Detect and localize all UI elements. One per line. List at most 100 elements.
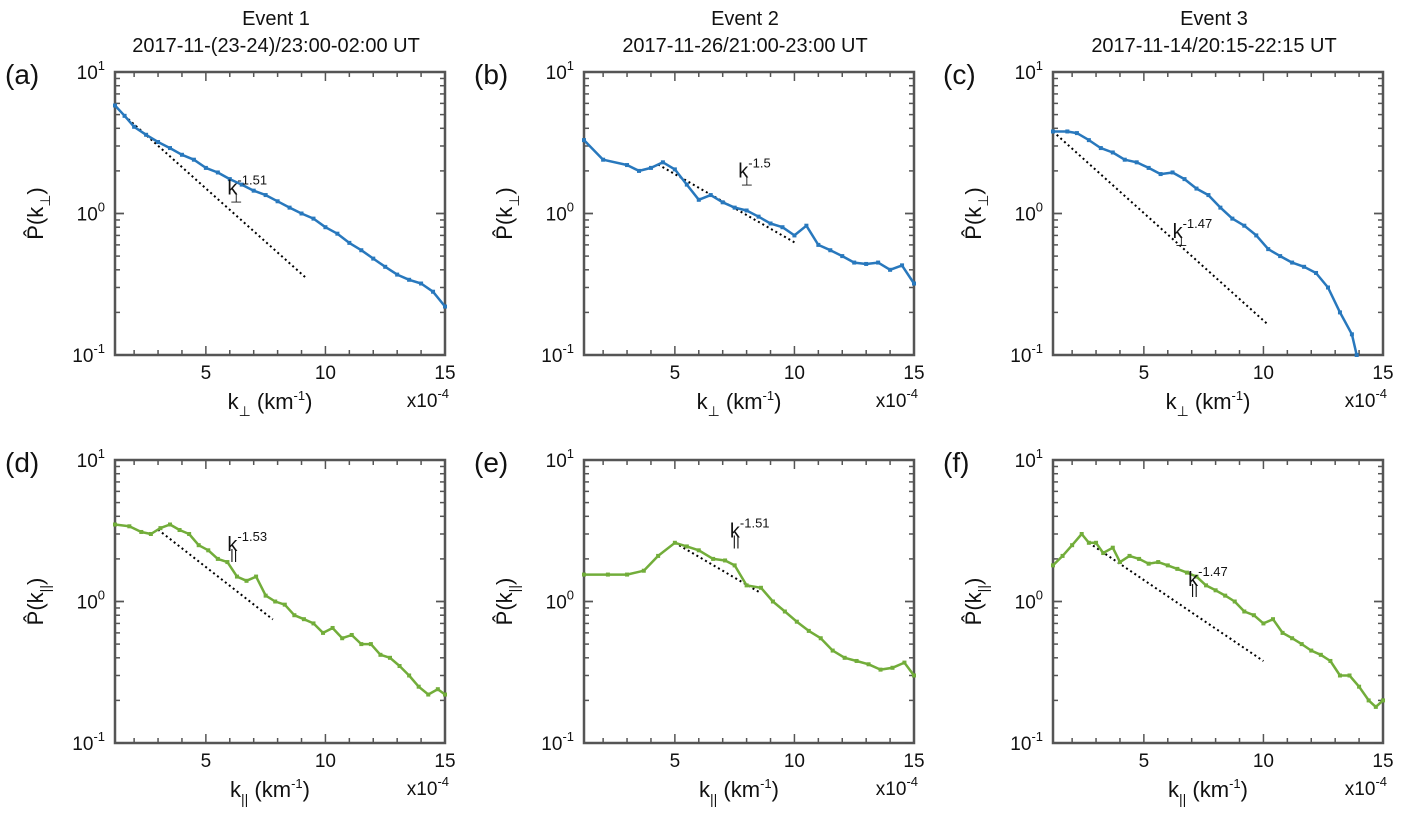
data-point — [864, 261, 869, 266]
data-point — [113, 522, 117, 527]
data-point — [770, 599, 775, 604]
data-point — [1146, 165, 1151, 170]
data-point — [878, 667, 883, 672]
data-point — [1165, 563, 1170, 568]
data-point — [711, 556, 716, 561]
data-point — [1086, 138, 1091, 143]
data-point — [794, 619, 799, 624]
slope-annotation: k-1.51 || — [730, 515, 770, 548]
data-point — [900, 263, 905, 268]
chart-panel: 5 10 15 10-1 100 101 x10-4 k|| (km-1) P̂(k||) (f)… — [943, 446, 1394, 807]
data-point — [443, 304, 447, 309]
data-point — [1349, 332, 1354, 337]
data-point — [144, 132, 149, 137]
x-axis-label: k|| (km-1) — [230, 776, 310, 807]
data-point — [890, 665, 895, 670]
data-point — [744, 208, 749, 213]
data-point — [254, 574, 259, 579]
data-point — [244, 578, 249, 583]
data-point — [601, 157, 606, 162]
data-point — [1309, 648, 1314, 653]
data-point — [1290, 260, 1295, 265]
slope-annotation: k-1.47 ⊥ — [1173, 216, 1213, 249]
y-tick-label: 101 — [77, 58, 105, 84]
data-point — [1381, 698, 1385, 703]
data-point — [720, 200, 725, 205]
data-point — [388, 655, 392, 660]
slope-annotation: k-1.51 ⊥ — [227, 173, 267, 206]
data-point — [625, 572, 630, 577]
data-point — [912, 281, 916, 286]
data-point — [672, 167, 677, 172]
x-tick-label: 10 — [784, 363, 805, 384]
slope-annotation: k-1.5 ⊥ — [738, 155, 770, 188]
data-point — [191, 157, 196, 162]
data-point — [1146, 561, 1151, 566]
data-point — [122, 113, 127, 118]
x-tick-label: 5 — [670, 363, 681, 384]
data-point — [768, 221, 773, 226]
panel-label: (b) — [474, 59, 508, 90]
slope-annotation: k-1.47 || — [1188, 564, 1228, 597]
data-point — [816, 242, 821, 247]
data-point — [225, 560, 230, 565]
data-point — [416, 684, 421, 689]
axes-box — [582, 458, 916, 745]
x-tick-label: 10 — [315, 363, 336, 384]
data-point — [187, 531, 192, 536]
data-point — [196, 543, 201, 548]
data-point — [1051, 563, 1055, 568]
data-point — [732, 563, 737, 568]
data-point — [349, 632, 354, 637]
event-titles: Event 1 2017-11-(23-24)/23:00-02:00 UT E… — [132, 8, 1336, 57]
power-law-fit-line — [123, 115, 307, 279]
data-point — [1175, 566, 1180, 571]
x-multiplier-label: x10-4 — [876, 774, 918, 800]
axes-box — [582, 70, 916, 357]
data-point — [426, 692, 431, 697]
data-point — [1302, 264, 1307, 269]
data-point — [1098, 146, 1103, 151]
data-point — [139, 529, 144, 534]
event-3-title: Event 3 — [1180, 8, 1248, 30]
data-point — [359, 642, 364, 647]
data-point — [1373, 704, 1378, 709]
data-point — [299, 211, 304, 216]
panel-label: (a) — [5, 59, 39, 90]
x-tick-label: 15 — [903, 751, 924, 772]
data-point — [378, 652, 383, 657]
axes-box — [113, 70, 447, 357]
data-point — [395, 272, 400, 277]
data-point — [660, 160, 665, 165]
data-point — [1127, 553, 1132, 558]
x-tick-label: 5 — [1139, 751, 1150, 772]
data-point — [148, 531, 153, 536]
data-point — [1074, 131, 1079, 136]
spectrum-series-line — [114, 523, 446, 696]
data-point — [1182, 177, 1187, 182]
event-1-title: Event 1 — [242, 8, 310, 30]
data-point — [1156, 560, 1161, 565]
y-tick-label: 10-1 — [1010, 729, 1043, 755]
data-point — [206, 548, 211, 553]
data-point — [177, 528, 182, 533]
data-point — [912, 673, 916, 678]
data-point — [1314, 270, 1319, 275]
data-point — [1101, 551, 1106, 556]
data-point — [1194, 574, 1199, 579]
spectrum-series-line — [584, 541, 916, 677]
data-point — [684, 182, 689, 187]
axes-box — [1051, 458, 1385, 745]
data-point — [840, 254, 845, 259]
data-point — [368, 642, 373, 647]
chart-panel: 5 10 15 10-1 100 101 x10-4 k⊥ (km-1) P̂(k⊥) (a) k-… — [5, 58, 456, 419]
x-tick-label: 10 — [784, 751, 805, 772]
x-tick-label: 5 — [1139, 363, 1150, 384]
data-point — [758, 585, 763, 590]
x-multiplier-label: x10-4 — [407, 774, 449, 800]
data-point — [830, 648, 835, 653]
y-tick-label: 100 — [546, 588, 574, 614]
panel-label: (e) — [474, 447, 508, 478]
data-point — [625, 163, 630, 168]
